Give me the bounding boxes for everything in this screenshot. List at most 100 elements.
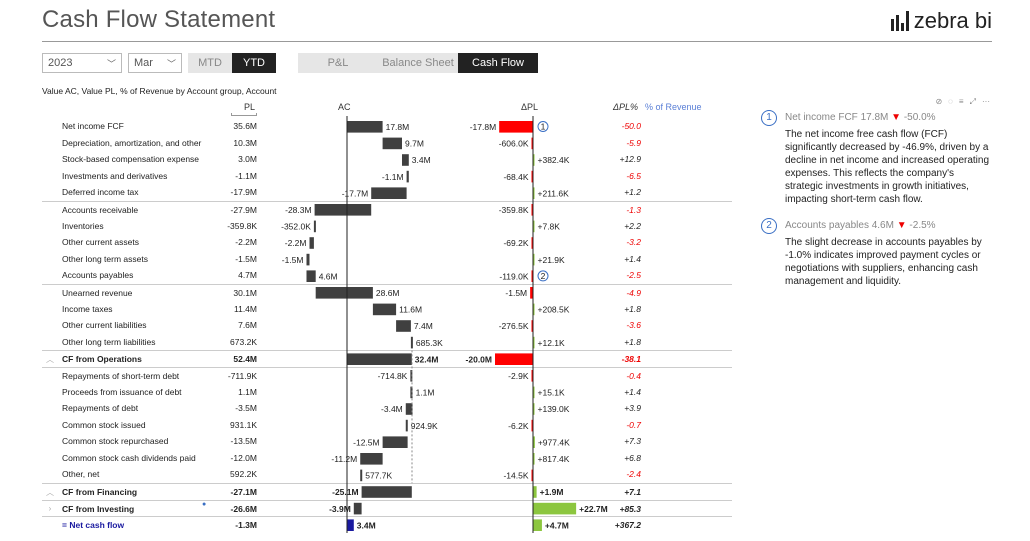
table-row[interactable]: Repayments of short-term debt -711.9K -0.4 [42, 366, 732, 384]
table-row[interactable]: Accounts receivable -27.9M -1.3 [42, 200, 732, 218]
ac-bar[interactable] [410, 336, 413, 349]
ac-bar[interactable] [406, 170, 409, 183]
pl-column-header[interactable]: PL [244, 102, 256, 112]
table-row[interactable]: Inventories -359.8K +2.2 [42, 218, 732, 235]
copy-icon[interactable]: ◌ [948, 97, 953, 106]
expand-icon[interactable]: ⤢ [969, 97, 976, 106]
dpl-bar[interactable] [531, 419, 534, 432]
ac-bar[interactable] [314, 204, 372, 216]
table-row[interactable]: Unearned revenue 30.1M -4.9 [42, 283, 732, 301]
ac-column-header[interactable]: AC [338, 102, 351, 112]
table-row[interactable]: Common stock cash dividends paid -12.0M +6… [42, 450, 732, 467]
ac-bar[interactable] [405, 419, 408, 432]
dpl-bar[interactable] [531, 170, 534, 183]
dpl-bar[interactable] [531, 270, 534, 282]
ac-bar[interactable] [315, 287, 373, 299]
table-row[interactable]: ︿ CF from Financing -27.1M +7.1 [42, 483, 732, 500]
filter-icon[interactable]: ≡ [958, 97, 964, 106]
ac-bar[interactable] [396, 320, 411, 332]
ac-bar[interactable] [382, 137, 402, 150]
table-row[interactable]: Other current assets -2.2M -3.2 [42, 234, 732, 251]
table-row[interactable]: Stock-based compensation expense 3.0M +12.… [42, 151, 732, 168]
collapse-chevron-icon[interactable]: ︿ [46, 355, 54, 365]
table-row[interactable]: Investments and derivatives -1.1M -6.5 [42, 168, 732, 185]
table-row[interactable]: Accounts payables 4.7M -2.5 [42, 267, 732, 284]
ac-bar[interactable] [353, 502, 362, 515]
ac-bar[interactable] [402, 154, 409, 166]
ac-bar[interactable] [382, 436, 408, 448]
balance-sheet-button[interactable]: Balance Sheet [378, 53, 458, 73]
dpl-bar[interactable] [533, 187, 535, 199]
dpl-bar[interactable] [533, 154, 535, 166]
dpl-bar[interactable] [533, 253, 535, 266]
dpl-bar[interactable] [533, 303, 535, 316]
pl-view-button[interactable]: P&L [298, 53, 378, 73]
table-row[interactable]: Net income FCF 35.6M -50.0 [42, 118, 732, 135]
dpl-bar[interactable] [531, 237, 534, 249]
mtd-button[interactable]: MTD [188, 53, 232, 73]
table-row[interactable]: › CF from Investing ● -26.6M +85.3 [42, 499, 732, 517]
dpl-bar[interactable] [533, 519, 542, 531]
dpl-bar[interactable] [533, 486, 537, 498]
dpl-bar[interactable] [533, 336, 535, 349]
cash-flow-button[interactable]: Cash Flow [458, 53, 538, 73]
table-row[interactable]: Repayments of debt -3.5M +3.9 [42, 400, 732, 417]
table-row[interactable]: ︿ CF from Operations 52.4M -38.1 [42, 350, 732, 367]
month-dropdown[interactable]: Mar ﹀ [128, 53, 182, 73]
table-row[interactable]: Common stock repurchased -13.5M +7.3 [42, 433, 732, 450]
ac-bar[interactable] [309, 237, 314, 249]
dpl-bar[interactable] [533, 403, 535, 415]
pin-icon[interactable]: ⊘ [935, 97, 943, 106]
year-dropdown[interactable]: 2023 ﹀ [42, 53, 122, 73]
dpl-bar[interactable] [533, 502, 577, 515]
ac-bar[interactable] [347, 519, 354, 531]
dpl-column-header[interactable]: ΔPL [521, 102, 539, 112]
dpl-bar[interactable] [495, 353, 533, 365]
ac-bar[interactable] [360, 453, 383, 465]
ac-bar[interactable] [361, 486, 412, 498]
comment-number-badge[interactable]: 2 [761, 218, 777, 234]
account-name: Accounts payables [62, 270, 134, 281]
dpl-bar[interactable] [531, 137, 534, 150]
table-row[interactable]: Deferred income tax -17.9M +1.2 [42, 184, 732, 201]
revenue-pct-column-header[interactable]: % of Revenue [645, 102, 702, 112]
more-icon[interactable]: ··· [982, 97, 990, 106]
dpl-bar[interactable] [530, 287, 533, 299]
ac-bar[interactable] [372, 303, 397, 316]
collapse-chevron-icon[interactable]: ︿ [46, 488, 54, 498]
ac-bar[interactable] [306, 253, 310, 266]
dpl-bar[interactable] [499, 121, 533, 133]
dpl-bar[interactable] [531, 204, 534, 216]
dpl-bar[interactable] [533, 453, 535, 465]
table-row[interactable]: Income taxes 11.4M +1.8 [42, 301, 732, 318]
expand-chevron-icon[interactable]: › [48, 503, 52, 513]
table-row[interactable]: Other long term liabilities 673.2K +1.8 [42, 334, 732, 351]
ac-bar[interactable] [410, 386, 413, 399]
dpl-bar[interactable] [533, 436, 535, 448]
table-row[interactable]: = Net cash flow -1.3M +367.2 [42, 516, 732, 533]
dpl-bar[interactable] [533, 220, 535, 233]
ac-bar[interactable] [347, 353, 412, 365]
table-row[interactable]: Common stock issued 931.1K -0.7 [42, 417, 732, 434]
comment-marker[interactable] [537, 270, 549, 282]
table-row[interactable]: Other long term assets -1.5M +1.4 [42, 251, 732, 268]
ac-bar[interactable] [306, 270, 316, 282]
ac-bar[interactable] [360, 469, 363, 482]
comment-marker[interactable] [537, 121, 549, 132]
ac-bar[interactable] [405, 403, 413, 415]
dpl-bar[interactable] [531, 469, 534, 482]
table-row[interactable]: Other current liabilities 7.6M -3.6 [42, 317, 732, 334]
dpl-pct-column-header[interactable]: ΔPL% [613, 102, 639, 112]
ac-bar[interactable] [410, 370, 413, 382]
comment-number-badge[interactable]: 1 [761, 110, 777, 126]
ac-bar[interactable] [313, 220, 316, 233]
dpl-bar[interactable] [533, 386, 535, 399]
ytd-button[interactable]: YTD [232, 53, 276, 73]
dpl-bar[interactable] [531, 320, 534, 332]
table-row[interactable]: Depreciation, amortization, and other 10.… [42, 135, 732, 152]
table-row[interactable]: Other, net 592.2K -2.4 [42, 466, 732, 483]
ac-bar[interactable] [347, 121, 383, 133]
dpl-bar[interactable] [531, 370, 534, 382]
ac-bar[interactable] [371, 187, 407, 199]
table-row[interactable]: Proceeds from issuance of debt 1.1M +1.4 [42, 384, 732, 401]
